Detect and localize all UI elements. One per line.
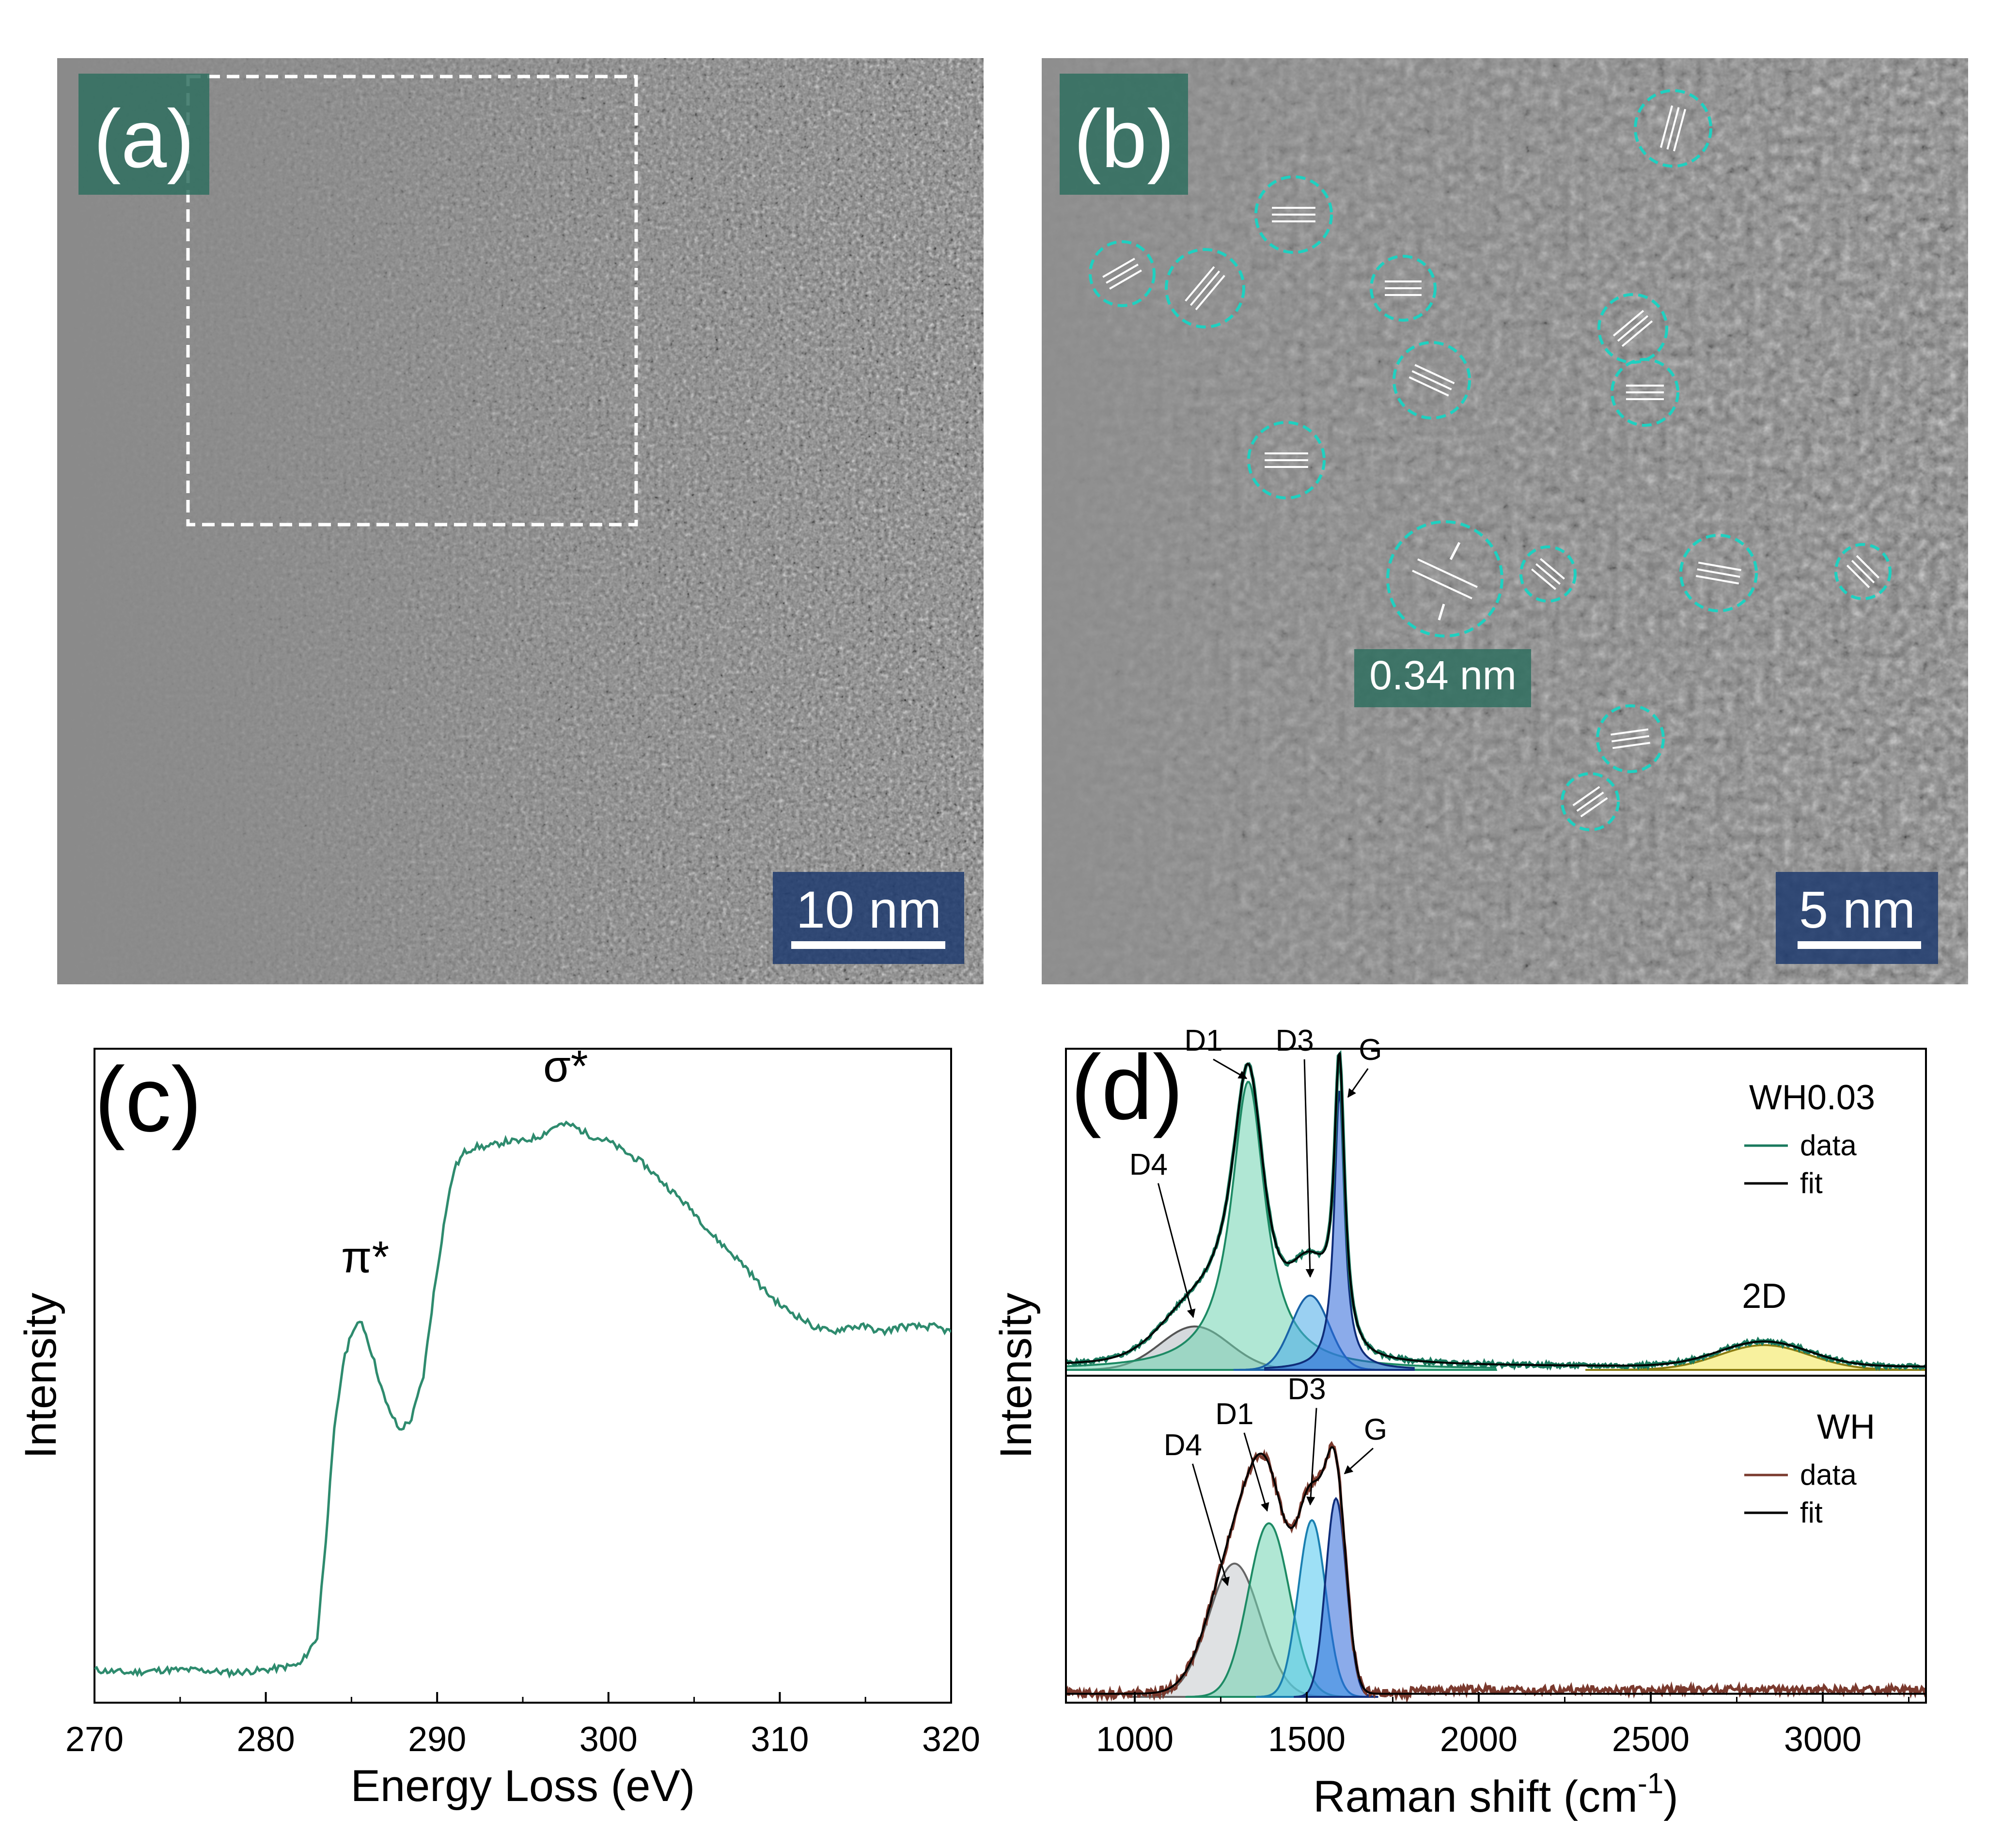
band-label-d1: D1 (1215, 1398, 1253, 1431)
spacing-arrow (1449, 542, 1461, 560)
x-axis-label: Raman shift (cm-1) (1313, 1767, 1678, 1821)
fit-peak-d1 (1066, 1081, 1498, 1371)
wh003-fit-peaks (1066, 1050, 1926, 1371)
subplot-title: WH0.03 (1749, 1078, 1875, 1117)
band-labels: D1 D3 G D4 2D D4 D1 D3 G (1129, 1024, 1786, 1586)
lattice-fringe-circle (1611, 358, 1679, 427)
peak-annotation: σ* (543, 1042, 588, 1091)
region-of-interest-box (186, 75, 638, 527)
band-label-g: G (1364, 1413, 1387, 1446)
y-axis-label: Intensity (16, 1293, 65, 1459)
fit-peak-2d (1585, 1344, 1926, 1371)
scalebar-b-bar (1798, 941, 1921, 949)
lattice-fringe-circle (1254, 175, 1333, 254)
legend-label: fit (1800, 1167, 1823, 1199)
lattice-fringe-markers (1089, 89, 1892, 831)
x-tick-label: 320 (922, 1720, 980, 1759)
x-axis: 1000 1500 2000 2500 3000 (1096, 1692, 1909, 1759)
x-axis: 270 280 290 300 310 320 (65, 1692, 980, 1759)
band-label-d4: D4 (1164, 1429, 1202, 1462)
lattice-fringe-circle (1386, 520, 1503, 637)
eels-spectrum-line (94, 1120, 951, 1679)
band-arrow (1306, 1408, 1317, 1506)
raman-fit-line (1066, 1446, 1926, 1695)
lattice-fringe-circle (1596, 704, 1665, 773)
panel-c-label: (c) (94, 1048, 202, 1151)
panel-label-bg (1060, 74, 1188, 195)
panel-d-label: (d) (1071, 1036, 1183, 1139)
band-arrow (1303, 1059, 1314, 1278)
x-tick-label: 2500 (1612, 1720, 1690, 1759)
x-tick-label: 3000 (1784, 1720, 1862, 1759)
x-tick-label: 290 (408, 1720, 466, 1759)
x-tick-label: 280 (237, 1720, 295, 1759)
peak-annotation: π* (341, 1232, 389, 1282)
lattice-fringe-circle (1519, 545, 1577, 603)
panel-label-bg (78, 74, 209, 195)
x-tick-label: 310 (751, 1720, 809, 1759)
x-axis-label: Energy Loss (eV) (351, 1761, 695, 1811)
legend-label: fit (1800, 1496, 1823, 1529)
scalebar-a-bar (791, 941, 945, 949)
lattice-fringe-circle (1393, 341, 1471, 419)
legend-label: data (1800, 1459, 1857, 1491)
band-arrow (1213, 1058, 1248, 1079)
lattice-label-bg (1354, 649, 1531, 707)
band-label-g: G (1359, 1033, 1382, 1067)
lattice-fringe-circle (1089, 240, 1156, 307)
panel-d-raman-chart: 1000 1500 2000 2500 3000 D1 D3 G D4 2D D4 D1 D3 G WH… (991, 1024, 1927, 1821)
legend-label: data (1800, 1129, 1857, 1162)
band-label-d3: D3 (1287, 1373, 1326, 1406)
fit-peak-g (1264, 1090, 1415, 1371)
x-tick-label: 1500 (1268, 1720, 1346, 1759)
x-tick-label: 1000 (1096, 1720, 1174, 1759)
band-arrow (1243, 1432, 1269, 1512)
peak-annotations: π* σ* (341, 1042, 588, 1282)
lattice-fringe-circle (1165, 248, 1245, 328)
lattice-fringe-circle (1561, 772, 1620, 831)
scalebar-b-text: 5 nm (1799, 880, 1915, 939)
wh-fit-peaks (1066, 1441, 1926, 1703)
band-arrow (1191, 1463, 1230, 1586)
lattice-fringe-circle (1370, 255, 1437, 322)
panel-c-eels-chart: 270 280 290 300 310 320 π* σ* (c) Energy Loss … (16, 1042, 980, 1811)
y-axis-label: Intensity (991, 1293, 1041, 1459)
x-tick-label: 2000 (1440, 1720, 1518, 1759)
plot-frame (94, 1048, 952, 1704)
legends: WH0.03 data fit WH data fit (1744, 1078, 1875, 1529)
x-tick-label: 270 (65, 1720, 124, 1759)
band-arrow (1347, 1068, 1369, 1098)
band-arrow (1344, 1447, 1374, 1475)
lattice-fringe-circle (1679, 534, 1758, 612)
band-arrow (1157, 1183, 1196, 1318)
x-tick-label: 300 (579, 1720, 638, 1759)
panel-b-label: (b) (1074, 93, 1174, 185)
panel-a-tem-image: (a) 10 nm (57, 58, 984, 984)
lattice-fringe-circle (1834, 543, 1892, 600)
panel-a-label: (a) (94, 93, 194, 185)
lattice-fringe-circle (1247, 421, 1326, 499)
raman-fit-line (1066, 1052, 1926, 1367)
lattice-spacing-label: 0.34 nm (1369, 652, 1517, 698)
panel-b-tem-image: (b) 0.34 nm 5 nm (1042, 58, 1968, 984)
band-label-d4: D4 (1129, 1148, 1168, 1181)
band-label-d3: D3 (1276, 1024, 1314, 1057)
subplot-title: WH (1817, 1408, 1875, 1446)
lattice-fringe-circle (1634, 89, 1712, 168)
band-label-2d: 2D (1742, 1277, 1786, 1316)
spacing-arrow (1438, 604, 1445, 621)
band-label-d1: D1 (1184, 1024, 1222, 1057)
scalebar-a-text: 10 nm (796, 880, 941, 939)
lattice-fringe-circle (1597, 293, 1668, 364)
